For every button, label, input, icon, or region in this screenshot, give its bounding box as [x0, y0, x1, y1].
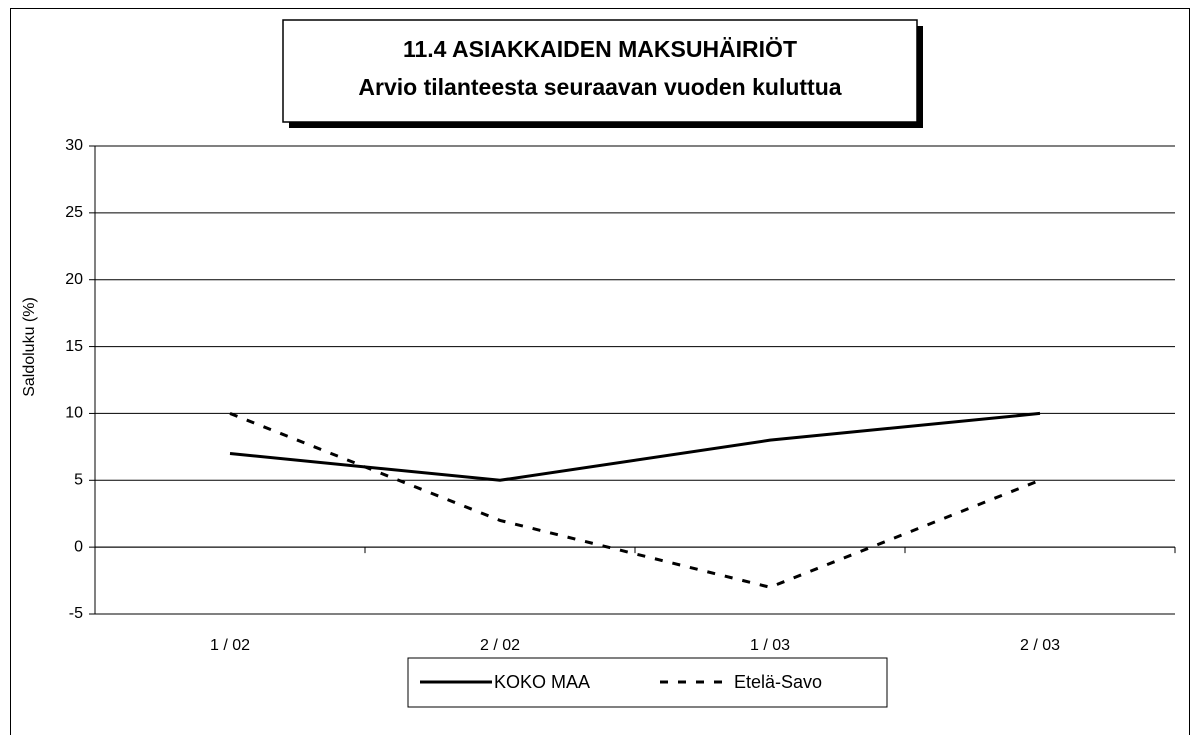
legend-label: Etelä-Savo	[734, 672, 822, 692]
series-line	[229, 412, 1041, 589]
x-tick-label: 2 / 02	[480, 637, 520, 654]
y-axis-label: Saldoluku (%)	[21, 297, 38, 397]
y-tick-label: 10	[65, 405, 83, 422]
y-tick-label: -5	[69, 605, 83, 622]
y-tick-label: 15	[65, 338, 83, 355]
x-tick-label: 1 / 03	[750, 637, 790, 654]
chart-title: 11.4 ASIAKKAIDEN MAKSUHÄIRIÖT	[403, 36, 797, 62]
y-tick-label: 0	[74, 538, 83, 555]
x-tick-label: 2 / 03	[1020, 637, 1060, 654]
legend-label: KOKO MAA	[494, 672, 590, 692]
y-tick-label: 30	[65, 137, 83, 154]
y-tick-label: 20	[65, 271, 83, 288]
title-box	[282, 19, 918, 123]
chart-subtitle: Arvio tilanteesta seuraavan vuoden kulut…	[358, 74, 841, 100]
y-tick-label: 5	[74, 472, 83, 489]
x-tick-label: 1 / 02	[210, 637, 250, 654]
y-tick-label: 25	[65, 204, 83, 221]
